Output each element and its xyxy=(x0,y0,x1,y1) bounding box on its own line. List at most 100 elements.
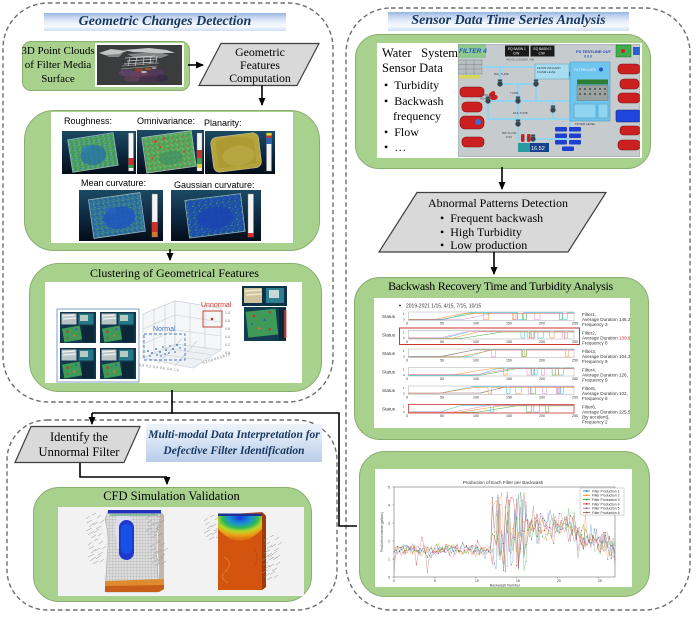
svg-text:Average Duration 102,: Average Duration 102, xyxy=(582,391,628,396)
svg-text:FILTER 4: FILTER 4 xyxy=(459,48,487,55)
svg-text:50: 50 xyxy=(440,322,444,326)
svg-text:25: 25 xyxy=(598,579,602,583)
svg-text:FILTER INFLUENT: FILTER INFLUENT xyxy=(537,66,561,70)
svg-text:0: 0 xyxy=(403,410,405,414)
svg-text:Average Duration 146.2,: Average Duration 146.2, xyxy=(582,317,630,322)
svg-text:FS TESTLINE OUT: FS TESTLINE OUT xyxy=(576,49,612,54)
svg-text:0: 0 xyxy=(403,373,405,377)
svg-text:100: 100 xyxy=(473,359,479,363)
svg-text:250: 250 xyxy=(572,359,578,363)
svg-text:B B B: B B B xyxy=(584,55,592,59)
svg-text:Status: Status xyxy=(382,370,396,375)
svg-text:1: 1 xyxy=(388,558,390,562)
svg-text:0.00: 0.00 xyxy=(506,135,512,139)
svg-text:250: 250 xyxy=(572,396,578,400)
svg-text:200: 200 xyxy=(539,377,545,381)
svg-text:100: 100 xyxy=(473,322,479,326)
svg-text:Frequency 2: Frequency 2 xyxy=(582,420,608,425)
svg-text:0: 0 xyxy=(406,359,408,363)
svg-text:Filter2,: Filter2, xyxy=(582,331,596,336)
svg-text:0.2: 0.2 xyxy=(225,343,230,347)
svg-text:Filter Production 5: Filter Production 5 xyxy=(592,507,620,511)
svg-text:0.0 0.2 0.4 0.6 0.8 1.0: 0.0 0.2 0.4 0.6 0.8 1.0 xyxy=(139,363,179,373)
svg-text:250: 250 xyxy=(572,322,578,326)
svg-text:Average Duration 104.33,: Average Duration 104.33, xyxy=(582,354,630,359)
svg-text:0: 0 xyxy=(403,318,405,322)
svg-text:Average Duration 225.5: Average Duration 225.5 xyxy=(582,410,630,415)
svg-text:0: 0 xyxy=(403,355,405,359)
svg-text:50: 50 xyxy=(440,414,444,418)
svg-text:16.52: 16.52 xyxy=(531,146,545,152)
svg-text:1.0: 1.0 xyxy=(225,311,230,315)
svg-text:Backwash Number: Backwash Number xyxy=(490,584,521,588)
svg-text:Status: Status xyxy=(382,388,396,393)
svg-text:1: 1 xyxy=(403,405,405,409)
svg-text:1: 1 xyxy=(403,349,405,353)
svg-text:C/W: C/W xyxy=(513,52,519,56)
svg-text:Production of Each Filter per: Production of Each Filter per Backwash xyxy=(463,480,544,485)
svg-text:250: 250 xyxy=(572,340,578,344)
svg-text:EQ BASIN 2: EQ BASIN 2 xyxy=(534,47,552,51)
svg-text:0: 0 xyxy=(406,377,408,381)
svg-text:Frequency 9: Frequency 9 xyxy=(582,378,608,383)
svg-text:HEADLOSS/BW HB: HEADLOSS/BW HB xyxy=(506,58,534,62)
svg-text:FILTER LEVEL: FILTER LEVEL xyxy=(575,122,596,126)
svg-text:2: 2 xyxy=(388,540,390,544)
svg-text:0: 0 xyxy=(406,322,408,326)
svg-text:5: 5 xyxy=(434,579,436,583)
svg-text:100: 100 xyxy=(473,396,479,400)
svg-text:50: 50 xyxy=(440,377,444,381)
svg-text:Normal: Normal xyxy=(153,326,176,333)
svg-text:150: 150 xyxy=(506,396,512,400)
svg-text:Filter6,: Filter6, xyxy=(582,405,596,410)
svg-text:Unnormal: Unnormal xyxy=(201,302,232,309)
svg-text:0.6: 0.6 xyxy=(225,327,230,331)
svg-text:0: 0 xyxy=(406,340,408,344)
svg-text:200: 200 xyxy=(539,340,545,344)
svg-text:5: 5 xyxy=(388,486,390,490)
svg-text:Filter Production 4: Filter Production 4 xyxy=(592,502,620,506)
svg-text:Filter5,: Filter5, xyxy=(582,386,596,391)
svg-text:50: 50 xyxy=(440,359,444,363)
svg-text:100: 100 xyxy=(473,414,479,418)
svg-text:1: 1 xyxy=(403,386,405,390)
svg-text:Frequency 3: Frequency 3 xyxy=(582,322,608,327)
svg-text:100: 100 xyxy=(473,340,479,344)
svg-text:Filter Production 3: Filter Production 3 xyxy=(592,498,620,502)
svg-text:15: 15 xyxy=(516,579,520,583)
svg-text:Production volume (gallons): Production volume (gallons) xyxy=(380,512,384,552)
svg-text:Status: Status xyxy=(382,351,396,356)
svg-text:20: 20 xyxy=(557,579,561,583)
svg-text:C/W: C/W xyxy=(539,52,545,56)
svg-text:0: 0 xyxy=(393,579,395,583)
svg-text:Filter1,: Filter1, xyxy=(582,312,596,317)
svg-text:Filter Production 2: Filter Production 2 xyxy=(592,494,620,498)
svg-text:50: 50 xyxy=(440,396,444,400)
svg-text:100: 100 xyxy=(473,377,479,381)
svg-text:EQ BASIN 1: EQ BASIN 1 xyxy=(508,47,526,51)
svg-text:FLUME LEVEL: FLUME LEVEL xyxy=(537,70,556,74)
svg-text:Average Duration 126,: Average Duration 126, xyxy=(582,373,628,378)
svg-text:200: 200 xyxy=(539,322,545,326)
svg-text:150: 150 xyxy=(506,377,512,381)
svg-text:Status: Status xyxy=(382,314,396,319)
svg-text:2019-2021 1/15, 4/15, 7/15, 10: 2019-2021 1/15, 4/15, 7/15, 10/15 xyxy=(406,304,482,310)
svg-text:150: 150 xyxy=(506,359,512,363)
svg-text:BW FLOW: BW FLOW xyxy=(502,131,517,135)
svg-text:50: 50 xyxy=(440,340,444,344)
svg-text:Filter4,: Filter4, xyxy=(582,368,596,373)
svg-text:1: 1 xyxy=(403,331,405,335)
svg-text:200: 200 xyxy=(539,359,545,363)
svg-text:200: 200 xyxy=(539,396,545,400)
svg-text:1: 1 xyxy=(403,312,405,316)
svg-text:150: 150 xyxy=(506,340,512,344)
svg-text:Filter Production 1: Filter Production 1 xyxy=(592,489,620,493)
svg-text:200: 200 xyxy=(539,414,545,418)
svg-text:0: 0 xyxy=(403,392,405,396)
svg-text:150: 150 xyxy=(506,414,512,418)
svg-text:1: 1 xyxy=(403,368,405,372)
svg-text:0: 0 xyxy=(406,414,408,418)
svg-text:0.0: 0.0 xyxy=(225,351,230,355)
svg-text:0.4: 0.4 xyxy=(225,335,230,339)
svg-text:Status: Status xyxy=(382,333,396,338)
